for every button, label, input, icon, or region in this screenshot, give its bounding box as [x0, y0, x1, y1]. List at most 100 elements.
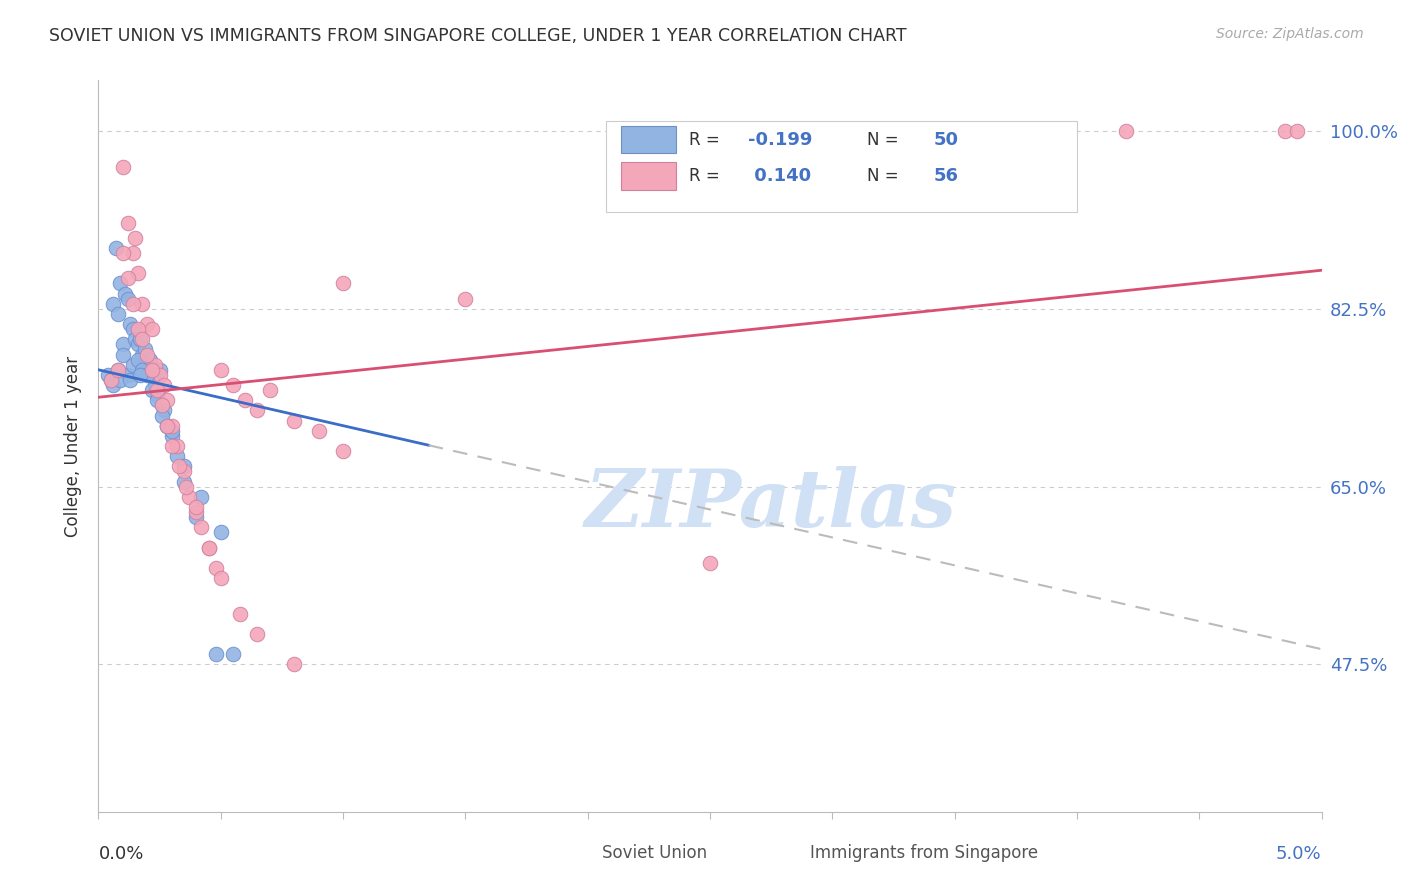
- Text: Source: ZipAtlas.com: Source: ZipAtlas.com: [1216, 27, 1364, 41]
- Point: [173, 459, 195, 474]
- Text: 5.0%: 5.0%: [1277, 845, 1322, 863]
- Point: [150, 409, 173, 423]
- Point: [110, 373, 132, 387]
- Text: Soviet Union: Soviet Union: [602, 845, 707, 863]
- Text: SOVIET UNION VS IMMIGRANTS FROM SINGAPORE COLLEGE, UNDER 1 YEAR CORRELATION CHAR: SOVIET UNION VS IMMIGRANTS FROM SINGAPOR…: [49, 27, 907, 45]
- Point: [205, 647, 228, 661]
- Text: 0.0%: 0.0%: [98, 845, 143, 863]
- Point: [1115, 124, 1137, 138]
- Point: [222, 647, 245, 661]
- Point: [110, 277, 132, 291]
- Point: [111, 337, 134, 351]
- Point: [160, 439, 183, 453]
- Point: [177, 490, 200, 504]
- Point: [117, 368, 139, 382]
- Point: [124, 332, 146, 346]
- Point: [141, 322, 163, 336]
- FancyBboxPatch shape: [620, 126, 676, 153]
- Point: [121, 297, 143, 311]
- Point: [173, 475, 195, 489]
- Point: [117, 292, 139, 306]
- Point: [205, 561, 228, 575]
- Point: [104, 241, 127, 255]
- Point: [190, 490, 212, 504]
- FancyBboxPatch shape: [772, 842, 801, 864]
- Point: [156, 393, 179, 408]
- Point: [246, 627, 269, 641]
- Point: [117, 215, 139, 229]
- Point: [129, 368, 152, 382]
- Text: R =: R =: [689, 167, 725, 186]
- Text: R =: R =: [689, 130, 725, 149]
- Point: [166, 439, 188, 453]
- Point: [107, 307, 129, 321]
- Point: [111, 348, 134, 362]
- Point: [454, 292, 477, 306]
- Point: [141, 363, 163, 377]
- Point: [146, 383, 169, 397]
- Point: [1274, 124, 1296, 138]
- Point: [197, 541, 219, 555]
- Point: [167, 459, 190, 474]
- Text: ZIPatlas: ZIPatlas: [585, 466, 957, 543]
- Point: [111, 246, 134, 260]
- Point: [136, 348, 159, 362]
- Point: [222, 378, 245, 392]
- Point: [131, 348, 153, 362]
- Point: [127, 322, 149, 336]
- Point: [114, 286, 136, 301]
- Point: [121, 246, 143, 260]
- Point: [117, 271, 139, 285]
- Point: [143, 358, 166, 372]
- Point: [121, 358, 143, 372]
- Point: [156, 418, 179, 433]
- Point: [146, 388, 169, 402]
- Point: [146, 393, 169, 408]
- Point: [160, 418, 183, 433]
- Point: [190, 520, 212, 534]
- Point: [97, 368, 120, 382]
- Point: [186, 505, 208, 519]
- Point: [156, 418, 179, 433]
- Point: [153, 403, 176, 417]
- Point: [124, 231, 146, 245]
- Point: [1017, 124, 1039, 138]
- Point: [127, 337, 149, 351]
- Point: [134, 343, 156, 357]
- FancyBboxPatch shape: [620, 162, 676, 190]
- Point: [156, 418, 179, 433]
- Point: [332, 277, 354, 291]
- Y-axis label: College, Under 1 year: College, Under 1 year: [65, 355, 83, 537]
- Point: [246, 403, 269, 417]
- Point: [101, 378, 124, 392]
- Point: [121, 322, 143, 336]
- Point: [283, 657, 305, 672]
- Point: [136, 368, 159, 382]
- Point: [129, 332, 152, 346]
- Point: [143, 378, 166, 392]
- Point: [149, 368, 172, 382]
- Point: [173, 464, 195, 478]
- Point: [308, 424, 330, 438]
- Point: [141, 368, 163, 382]
- Text: N =: N =: [866, 167, 904, 186]
- Text: Immigrants from Singapore: Immigrants from Singapore: [810, 845, 1039, 863]
- Point: [229, 607, 252, 621]
- Text: 0.140: 0.140: [748, 167, 811, 186]
- Point: [136, 317, 159, 331]
- Text: 50: 50: [934, 130, 959, 149]
- Text: -0.199: -0.199: [748, 130, 813, 149]
- Point: [136, 358, 159, 372]
- Point: [166, 449, 188, 463]
- Point: [186, 510, 208, 524]
- Point: [209, 571, 232, 585]
- Point: [176, 480, 198, 494]
- Point: [120, 373, 142, 387]
- Point: [186, 500, 208, 514]
- Point: [131, 297, 153, 311]
- Point: [150, 398, 173, 412]
- Point: [283, 414, 305, 428]
- FancyBboxPatch shape: [606, 120, 1077, 212]
- Point: [101, 297, 124, 311]
- Point: [153, 378, 176, 392]
